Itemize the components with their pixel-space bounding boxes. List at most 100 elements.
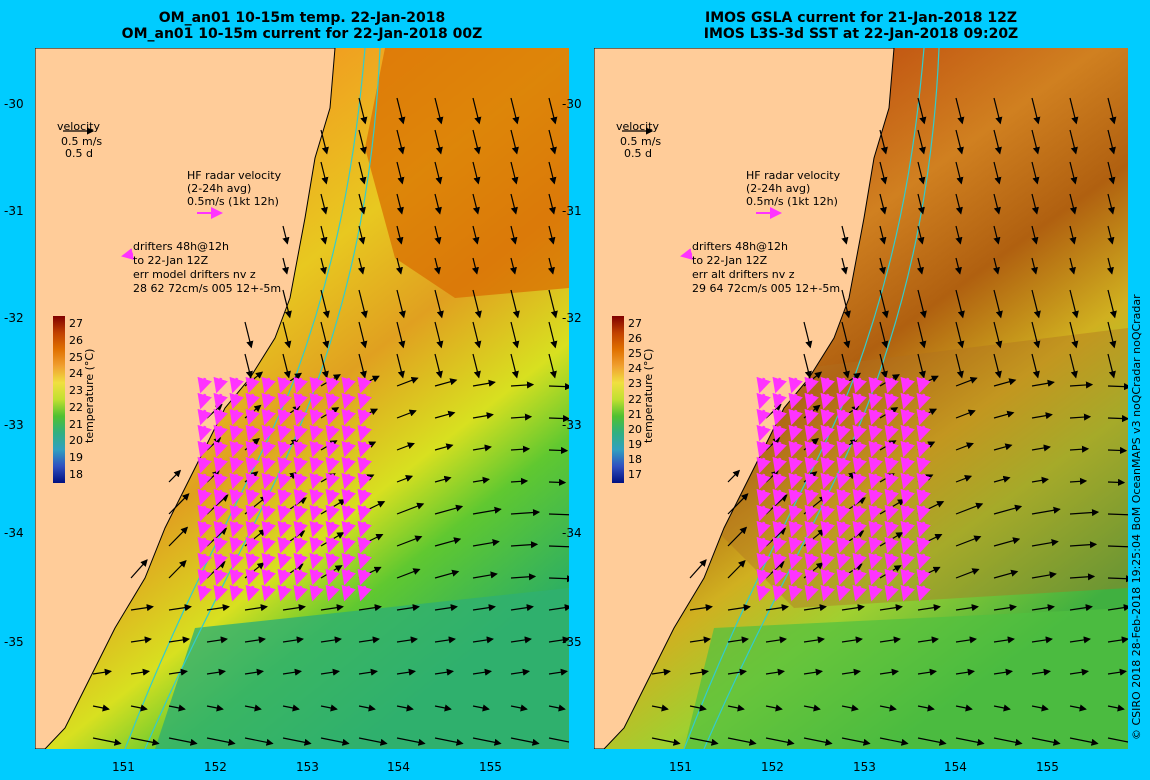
current-arrow [396,604,420,612]
drifter-arrow [213,472,228,490]
left-hf-label1: HF radar velocity [187,169,282,182]
current-arrow [803,321,813,349]
current-arrow [1069,636,1091,644]
left-colorbar-label-24: 24 [69,367,83,381]
right-colorbar-label-24: 24 [628,362,642,376]
drifter-arrow [309,440,324,458]
drifter-arrow [261,520,276,538]
drifter-arrow [820,456,835,474]
drifter-arrow [852,536,867,554]
drifter-arrow [213,584,228,602]
drifter-arrow [325,568,340,586]
current-arrow [1031,636,1053,644]
current-arrow [1069,225,1077,245]
drifter-arrow [197,552,212,570]
current-arrow [651,704,669,712]
drifter-arrow [900,536,915,554]
current-arrow [1069,737,1099,746]
drifter-arrow [325,552,340,570]
current-arrow [1069,573,1096,581]
drifter-arrow [229,504,244,522]
current-arrow [510,704,528,712]
current-arrow [954,257,962,275]
drifter-arrow [868,536,883,554]
drifter-arrow [197,408,212,426]
current-arrow [358,97,368,125]
current-arrow [510,445,531,453]
current-arrow [320,161,329,185]
drifter-arrow [868,520,883,538]
current-arrow [472,353,481,379]
drifter-arrow [852,408,867,426]
current-arrow [168,604,192,612]
drifter-arrow [884,568,899,586]
current-arrow [168,526,189,547]
current-arrow [1106,257,1114,275]
drifter-arrow [820,408,835,426]
current-arrow [472,506,502,515]
current-arrow [548,604,569,612]
drifter-arrow [309,584,324,602]
left-colorbar-title: temperature (°C) [83,348,96,443]
right-title-line2: IMOS L3S-3d SST at 22-Jan-2018 09:20Z [703,26,1019,42]
current-arrow [993,410,1015,419]
right-colorbar-label-26: 26 [628,331,642,345]
drifter-arrow [884,520,899,538]
current-arrow [1069,477,1088,485]
current-arrow [548,414,569,423]
right-lat-label-m35: -35 [562,635,582,649]
drifter-arrow [309,552,324,570]
current-arrow [244,636,266,644]
current-arrow [434,321,444,349]
drifter-arrow [756,440,771,458]
current-arrow [319,257,327,275]
current-arrow [993,321,1003,349]
current-arrow [510,573,537,581]
drifter-arrow [852,584,867,602]
current-arrow [548,161,557,185]
drifter-arrow [772,568,787,586]
current-arrow [510,508,541,517]
drifter-arrow [804,392,819,410]
left-lon-label-151: 151 [112,760,135,774]
current-arrow [1107,161,1116,185]
current-arrow [955,225,963,245]
current-arrow [510,477,529,485]
drifter-arrow [341,392,356,410]
drifter-arrow [293,584,308,602]
current-arrow [472,379,496,387]
left-velocity-duration: 0.5 d [65,147,93,160]
drifter-arrow [357,488,372,506]
current-arrow [917,97,927,125]
drifter-arrow [772,456,787,474]
current-arrow [396,668,416,676]
drifter-arrow [341,520,356,538]
current-arrow [1031,321,1041,349]
current-arrow [1031,129,1040,155]
current-arrow [803,636,825,644]
drifter-arrow [245,552,260,570]
right-map-panel: velocity 0.5 m/s 0.5 d HF radar velocity… [594,48,1128,749]
current-arrow [320,636,342,644]
current-arrow [879,161,888,185]
drifter-arrow [325,424,340,442]
drifter-arrow [277,408,292,426]
left-drifter-label3: err model drifters nv z [133,268,256,281]
current-arrow [1107,129,1116,155]
current-arrow [1031,704,1049,712]
current-arrow [993,504,1023,515]
current-arrow [879,129,888,155]
current-arrow [1107,414,1128,423]
current-arrow [993,161,1002,185]
current-arrow [993,475,1011,483]
drifter-arrow [788,472,803,490]
drifter-arrow [261,424,276,442]
current-arrow [1107,97,1117,125]
current-arrow [1107,353,1116,379]
current-arrow [1031,379,1055,387]
right-drifter-arrows [756,376,931,602]
drifter-arrow [788,584,803,602]
drifter-arrow [788,536,803,554]
current-arrow [358,225,366,245]
drifter-arrow [245,456,260,474]
